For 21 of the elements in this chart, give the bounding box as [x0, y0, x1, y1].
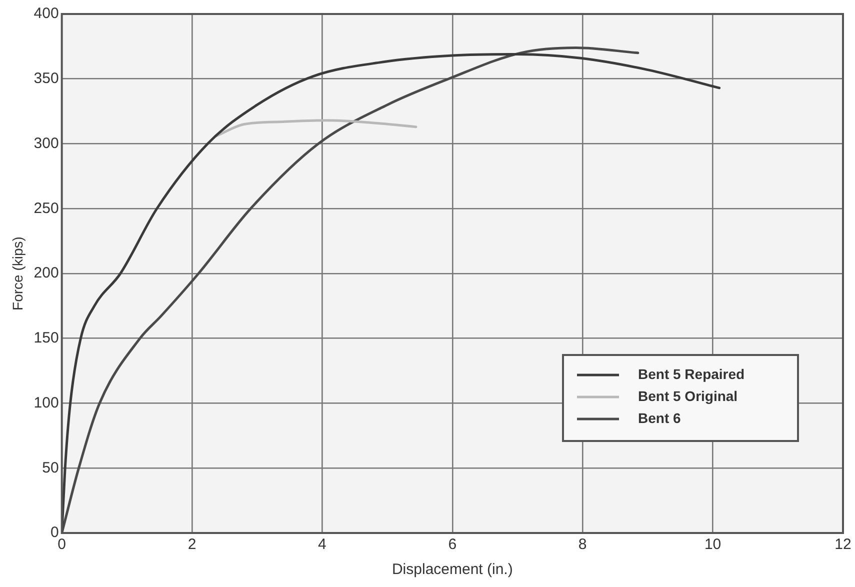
y-tick-label: 0 [50, 524, 59, 542]
legend-label: Bent 6 [638, 410, 681, 426]
x-tick-label: 12 [834, 536, 852, 554]
legend-label: Bent 5 Repaired [638, 366, 745, 382]
y-tick-label: 200 [34, 264, 59, 282]
y-tick-label: 350 [34, 70, 59, 88]
line-series [214, 119, 418, 138]
x-tick-label: 6 [448, 536, 457, 554]
y-tick-label: 100 [34, 394, 59, 412]
y-tick-label: 400 [34, 5, 59, 22]
x-tick-label: 4 [318, 536, 326, 554]
y-tick-label: 50 [42, 459, 59, 476]
y-tick-label: 150 [34, 330, 59, 347]
y-tick-label: 300 [34, 134, 59, 152]
y-tick-label: 250 [34, 200, 59, 217]
x-tick-label: 8 [578, 536, 587, 554]
x-tick-label: 10 [704, 536, 722, 554]
legend-label: Bent 5 Original [638, 388, 738, 404]
y-axis-title: Force (kips) [9, 236, 26, 310]
x-axis-title: Displacement (in.) [392, 561, 513, 578]
x-tick-label: 2 [188, 536, 196, 554]
